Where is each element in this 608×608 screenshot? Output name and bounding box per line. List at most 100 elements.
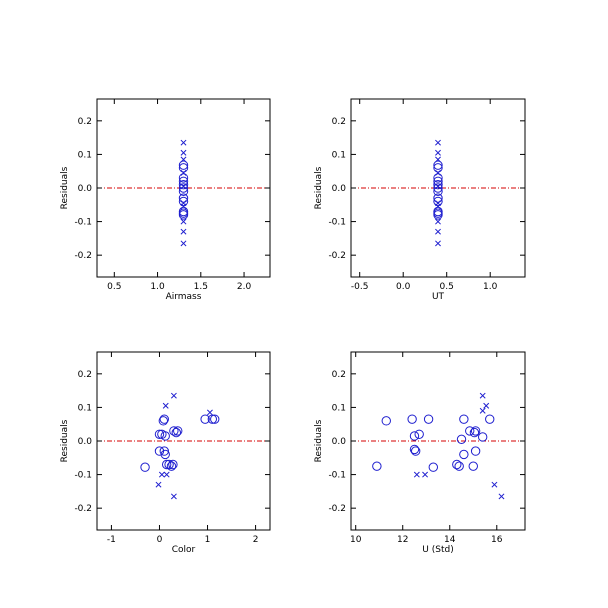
chart-3-ytick-label-1: -0.1 <box>328 471 346 481</box>
chart-1-point-circle-4 <box>433 179 443 190</box>
chart-3-point-circle-9 <box>452 459 462 470</box>
chart-2-point-circle-4 <box>158 416 169 426</box>
chart-2-point-circle-0 <box>140 462 150 472</box>
chart-1-panel: -0.5 0.0 0.5 1.0 -0.2 -0.1 0.0 0.1 0.2 UT Residual… <box>314 98 526 302</box>
chart-0-panel: 0.5 1.0 1.5 2.0 -0.2 -0.1 0.0 0.1 0.2 Airmass Resi… <box>60 98 271 302</box>
chart-1-point-x-3 <box>435 169 441 176</box>
chart-2-point-circle-14 <box>171 427 181 438</box>
chart-2-point-x-3 <box>163 471 170 478</box>
chart-3-point-circle-2 <box>407 414 417 424</box>
chart-0-point-x-0 <box>180 139 187 146</box>
chart-0-point-circle-3 <box>178 176 189 186</box>
chart-3-xlabel: U (Std) <box>422 545 453 555</box>
chart-2-point-circle-9 <box>161 459 172 470</box>
chart-3-point-circle-20 <box>485 414 495 424</box>
chart-2-xlabel: Color <box>172 545 196 555</box>
chart-0-point-x-1 <box>180 149 187 156</box>
chart-2-ytick-label-0: -0.2 <box>74 504 92 514</box>
chart-3-point-circle-14 <box>465 426 475 436</box>
chart-2-ytick-label-4: 0.2 <box>78 370 92 380</box>
chart-1-ylabel: Residuals <box>314 166 324 209</box>
chart-3-point-x-0 <box>413 471 420 478</box>
chart-0-point-circle-8 <box>178 196 189 207</box>
chart-0-xtick-label-3: 2.0 <box>237 282 252 292</box>
chart-0-point-x-4 <box>180 183 187 190</box>
chart-3-point-circle-15 <box>468 461 478 471</box>
chart-3-xtick-label-1: 12 <box>397 535 408 545</box>
chart-1-point-x-0 <box>435 139 441 146</box>
chart-3-ytick-label-3: 0.1 <box>332 403 346 413</box>
chart-1-point-circle-1 <box>433 163 443 173</box>
chart-0-point-circle-11 <box>178 208 189 218</box>
chart-2-ylabel: Residuals <box>60 419 70 462</box>
chart-3-point-x-4 <box>483 402 490 409</box>
chart-0-point-x-7 <box>180 218 187 225</box>
chart-2-point-x-5 <box>170 493 177 500</box>
chart-2-point-circle-15 <box>173 426 183 436</box>
chart-0-point-x-6 <box>180 203 187 210</box>
chart-0-xtick-label-1: 1.0 <box>150 282 165 292</box>
chart-1-xlabel: UT <box>432 292 445 302</box>
chart-2-point-circle-13 <box>169 426 179 436</box>
chart-3-point-circle-6 <box>414 429 424 439</box>
chart-2-point-circle-10 <box>164 459 174 470</box>
chart-3-point-circle-7 <box>423 414 434 424</box>
chart-0-ytick-label-1: -0.1 <box>74 218 92 228</box>
chart-1-xtick-label-1: 0.0 <box>396 282 411 292</box>
chart-2-xtick-label-3: 2 <box>253 535 259 545</box>
chart-2-ytick-label-1: -0.1 <box>74 471 92 481</box>
chart-0-point-circle-2 <box>178 173 189 183</box>
chart-2-point-circle-12 <box>168 459 178 470</box>
chart-1-point-circle-6 <box>433 186 443 197</box>
chart-0-ytick-label-2: 0.0 <box>78 184 93 194</box>
chart-1-point-x-2 <box>435 156 441 163</box>
chart-0-point-x-3 <box>180 169 187 176</box>
chart-1-point-x-1 <box>435 149 441 156</box>
chart-0-point-circle-0 <box>178 160 189 170</box>
chart-2-point-x-0 <box>155 481 162 488</box>
chart-1-point-circle-11 <box>433 208 443 218</box>
chart-2-xtick-label-0: -1 <box>107 535 116 545</box>
chart-2-point-circle-11 <box>166 461 177 471</box>
chart-2-point-x-4 <box>170 392 177 399</box>
chart-2-point-x-1 <box>158 471 165 478</box>
chart-0-point-x-2 <box>180 156 187 163</box>
chart-3-point-x-5 <box>491 481 498 488</box>
chart-2-point-circle-18 <box>210 414 220 424</box>
chart-0-point-circle-6 <box>178 186 189 197</box>
chart-0-point-circle-5 <box>178 183 189 193</box>
chart-1-ytick-label-2: 0.0 <box>332 184 347 194</box>
chart-3-point-circle-19 <box>477 432 488 442</box>
chart-3-point-circle-11 <box>456 434 467 445</box>
chart-3-xtick-label-3: 16 <box>491 535 503 545</box>
chart-1-point-circle-7 <box>433 193 443 203</box>
chart-3-panel: 10 12 14 16 -0.2 -0.1 0.0 0.1 0.2 U (Std) Residual… <box>314 351 526 555</box>
chart-0-ytick-label-4: 0.2 <box>78 117 92 127</box>
chart-3-point-x-3 <box>479 407 486 414</box>
chart-3-point-circle-0 <box>372 461 382 471</box>
chart-1-xtick-label-3: 1.0 <box>483 282 498 292</box>
chart-0-xlabel: Airmass <box>166 292 202 302</box>
chart-1-point-x-4 <box>435 183 441 190</box>
chart-2-xtick-label-1: 0 <box>157 535 163 545</box>
chart-0-xtick-label-2: 1.5 <box>194 282 208 292</box>
chart-1-point-circle-0 <box>433 160 443 170</box>
chart-2-xtick-label-2: 1 <box>205 535 211 545</box>
chart-3-ytick-label-2: 0.0 <box>332 437 347 447</box>
chart-3-point-circle-1 <box>381 416 391 426</box>
chart-0-point-circle-7 <box>178 193 189 203</box>
chart-1-ytick-label-0: -0.2 <box>328 251 346 261</box>
chart-3-point-circle-4 <box>409 444 420 455</box>
chart-1-xtick-label-2: 0.5 <box>440 282 454 292</box>
chart-3-point-circle-13 <box>459 449 469 460</box>
chart-3-xtick-label-0: 10 <box>350 535 362 545</box>
chart-3-point-circle-10 <box>454 461 464 471</box>
chart-2-point-circle-16 <box>200 414 210 424</box>
chart-1-ytick-label-3: 0.1 <box>332 150 346 160</box>
chart-1-ytick-label-1: -0.1 <box>328 218 346 228</box>
chart-0-point-x-8 <box>180 228 187 235</box>
chart-1-point-circle-5 <box>433 183 443 193</box>
chart-2-ytick-label-2: 0.0 <box>78 437 93 447</box>
chart-3-ytick-label-0: -0.2 <box>328 504 346 514</box>
